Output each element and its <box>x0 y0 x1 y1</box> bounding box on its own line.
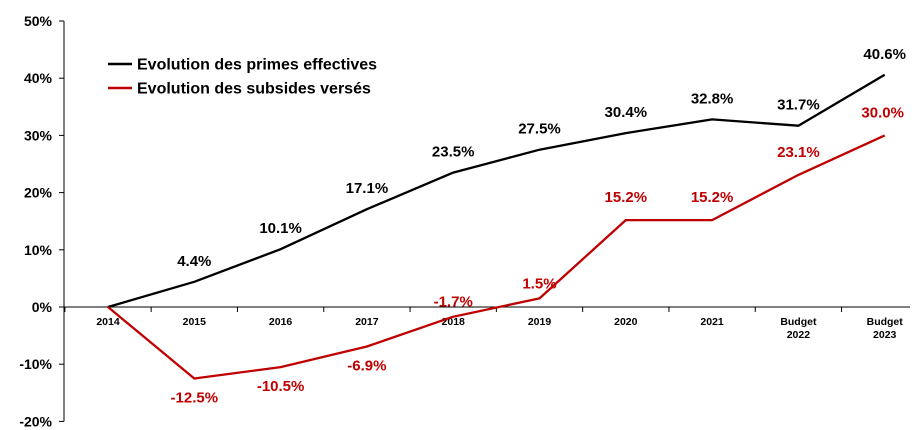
y-tick-label: 50% <box>24 13 53 29</box>
x-tick-label: Budget 2023 <box>867 316 904 341</box>
series-line-2 <box>107 134 886 380</box>
x-tick-label: 2021 <box>700 316 724 328</box>
axes <box>63 21 910 422</box>
data-label: -10.5% <box>257 378 305 395</box>
data-label: 10.1% <box>259 220 302 237</box>
data-label: -12.5% <box>171 390 219 407</box>
data-label: 17.1% <box>346 180 389 197</box>
data-label: 30.0% <box>861 104 904 121</box>
y-tick-label: 30% <box>24 127 53 143</box>
x-axis-ticks: 2014 2015 2016 2017 2018 2019 2020 2021 Budget 20… <box>64 307 904 341</box>
x-tick-label: 2016 <box>269 316 293 328</box>
data-label: 30.4% <box>605 104 648 121</box>
data-label: -1.7% <box>434 294 473 311</box>
x-tick-label: 2015 <box>183 316 207 328</box>
data-label: 1.5% <box>522 275 556 292</box>
data-label: 40.6% <box>863 46 906 63</box>
data-label: 23.1% <box>777 144 820 161</box>
data-label: -6.9% <box>347 357 386 374</box>
y-tick-label: 0% <box>32 299 53 315</box>
data-label: 31.7% <box>777 97 820 114</box>
y-tick-label: 20% <box>24 185 53 201</box>
data-labels: 4.4% 10.1% 17.1% 23.5% 27.5% 30.4% 32.8% 31.7% 4… <box>171 46 906 407</box>
y-tick-label: -10% <box>19 356 52 372</box>
data-label: 27.5% <box>518 121 561 138</box>
data-label: 15.2% <box>605 189 648 206</box>
y-axis-ticks: -20% -10% 0% 10% 20% 30% 40% 50% <box>19 13 64 429</box>
y-tick-label: 40% <box>24 70 53 86</box>
x-tick-label: Budget 2022 <box>780 316 817 341</box>
y-tick-label: -20% <box>19 413 52 429</box>
legend: Evolution des primes effectives Evolution… <box>108 57 377 98</box>
data-label: 23.5% <box>432 144 475 161</box>
data-label: 15.2% <box>691 189 734 206</box>
y-tick-label: 10% <box>24 242 53 258</box>
x-tick-label: 2017 <box>355 316 379 328</box>
x-tick-label: 2019 <box>528 316 552 328</box>
legend-label: Evolution des subsides versés <box>137 81 371 98</box>
legend-label: Evolution des primes effectives <box>137 57 377 74</box>
data-label: 4.4% <box>177 253 211 270</box>
x-tick-label: 2020 <box>614 316 638 328</box>
series-lines <box>107 73 886 380</box>
data-label: 32.8% <box>691 90 734 107</box>
series-line-1 <box>107 73 886 309</box>
x-tick-label: 2014 <box>96 316 120 328</box>
